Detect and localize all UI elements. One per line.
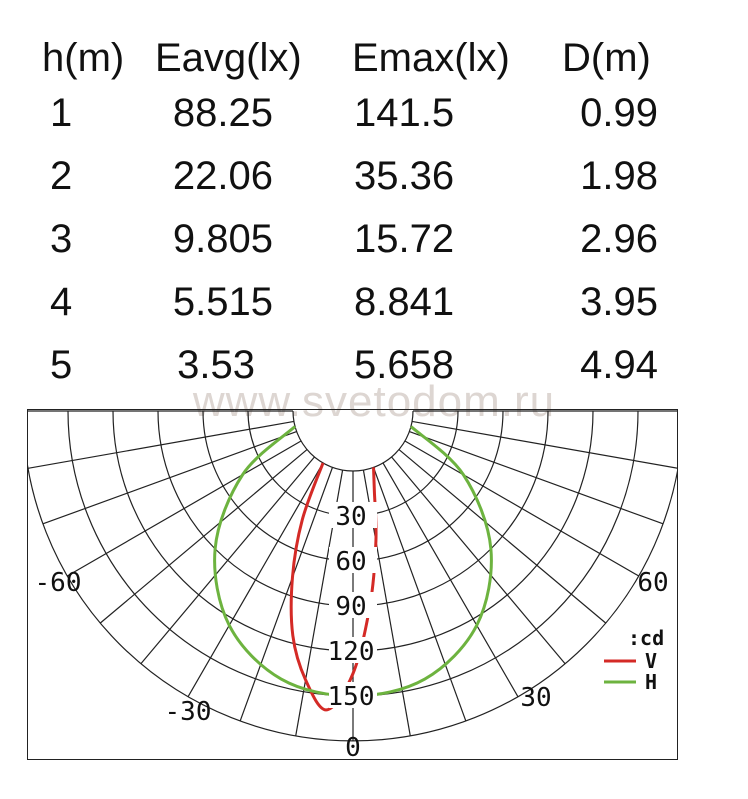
angle-label-4: 60: [637, 568, 668, 598]
row1-eavg: 88.25: [172, 91, 273, 135]
row3-diameter: 2.96: [580, 217, 658, 261]
radial-tick-bg-150: [329, 682, 377, 708]
legend-title: :cd: [628, 626, 664, 650]
legend-label-V: V: [645, 649, 657, 673]
radial-tick-30: 30: [335, 502, 366, 532]
grid-spoke--60: [66, 440, 302, 577]
chart-frame: [27, 409, 678, 760]
row5-emax: 5.658: [354, 343, 455, 387]
row1-emax: 141.5: [354, 91, 455, 135]
series-V-curve: [289, 462, 378, 712]
grid-ring-0: [292, 410, 414, 472]
row5-height: 5: [50, 343, 73, 387]
row4-height: 4: [50, 280, 73, 324]
radial-tick-120: 120: [328, 637, 375, 667]
header-diameter: D(m): [562, 36, 651, 80]
row1-diameter: 0.99: [580, 91, 658, 135]
legend-label-H: H: [645, 670, 657, 694]
header-height: h(m): [42, 36, 125, 80]
polar-grid: [28, 410, 677, 742]
radial-tick-bg-60: [329, 547, 377, 573]
grid-spoke-20: [372, 467, 467, 722]
grid-spoke-60: [404, 440, 640, 577]
grid-spoke-80: [411, 420, 677, 469]
row2-eavg: 22.06: [172, 154, 273, 198]
grid-spoke-70: [409, 430, 664, 525]
row4-emax: 8.841: [354, 280, 455, 324]
header-eavg: Eavg(lx): [155, 36, 302, 80]
radial-tick-bg-30: [329, 502, 377, 528]
row3-emax: 15.72: [354, 217, 455, 261]
angle-label-3: -60: [35, 568, 82, 598]
row3-eavg: 9.805: [172, 217, 273, 261]
row2-height: 2: [50, 154, 73, 198]
grid-spoke-40: [391, 456, 566, 665]
grid-spoke--20: [239, 467, 334, 722]
photometric-table: h(m) Eavg(lx) Emax(lx) D(m) 1 88.25 141.…: [42, 36, 658, 387]
radial-tick-150: 150: [328, 682, 375, 712]
grid-spoke--80: [28, 420, 295, 469]
angle-label-2: 30: [520, 683, 551, 713]
grid-spoke-30: [382, 462, 519, 698]
row2-diameter: 1.98: [580, 154, 658, 198]
grid-spoke-50: [398, 449, 607, 624]
radial-tick-60: 60: [335, 547, 366, 577]
grid-spoke--70: [42, 430, 297, 525]
row4-diameter: 3.95: [580, 280, 658, 324]
row3-height: 3: [50, 217, 73, 261]
grid-spoke--40: [140, 456, 315, 665]
row5-diameter: 4.94: [580, 343, 658, 387]
watermark: www.svetodom.ru: [192, 377, 556, 426]
chart-labels: 30 60 90 120 150 0 -30 30 -60 60: [35, 502, 669, 763]
grid-spoke--50: [99, 449, 308, 624]
radial-tick-bg-90: [329, 592, 377, 618]
angle-label-1: -30: [165, 697, 212, 727]
angle-label-0: 0: [345, 733, 361, 763]
radial-tick-bg-120: [329, 637, 377, 663]
row5-eavg: 3.53: [177, 343, 255, 387]
radial-tick-90: 90: [335, 592, 366, 622]
row4-eavg: 5.515: [172, 280, 273, 324]
header-emax: Emax(lx): [352, 36, 510, 80]
row1-height: 1: [50, 91, 73, 135]
row2-emax: 35.36: [354, 154, 455, 198]
grid-spoke--30: [187, 462, 324, 698]
